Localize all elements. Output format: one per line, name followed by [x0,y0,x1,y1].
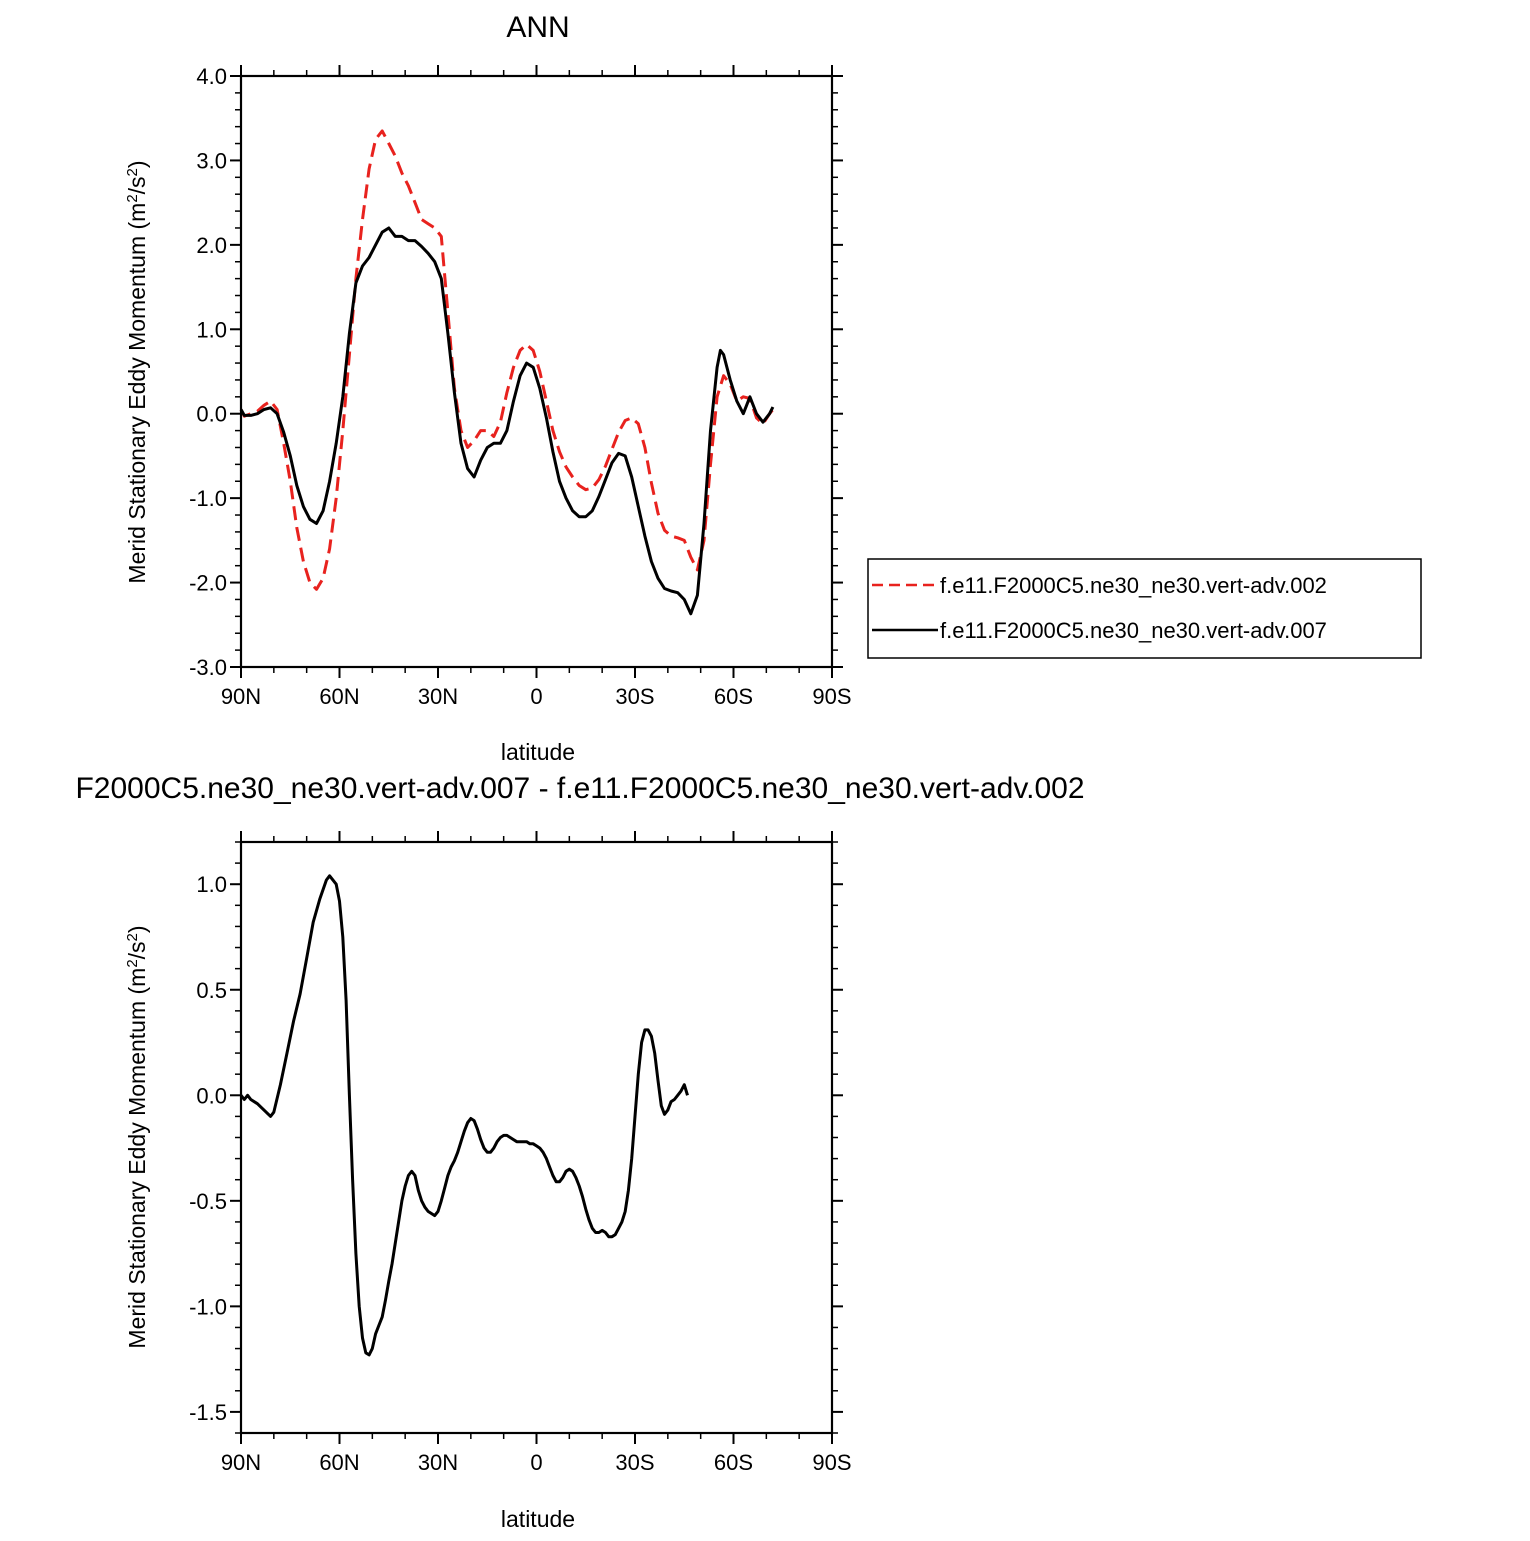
top-chart-x-tick-label: 90S [812,684,851,709]
top-chart-x-tick-label: 60S [714,684,753,709]
legend-box [867,558,1422,659]
bottom-chart-y-tick-label: 1.0 [196,872,227,897]
top-chart-y-unit-mid: /s [124,176,150,194]
bottom-chart-title: F2000C5.ne30_ne30.vert-adv.007 - f.e11.F… [75,772,1084,805]
bottom-chart-y-tick-label: -0.5 [189,1189,227,1214]
top-chart-ticks: 90N 60N 30N 0 30S 60S 90S 4.0 3.0 2.0 1.0 0.0 -1.0 -2… [189,64,852,709]
bottom-chart-x-tick-label: 30N [418,1450,458,1475]
bottom-chart-series-line-0 [239,874,689,1357]
svg-text:Merid Stationary Eddy Momentum: Merid Stationary Eddy Momentum (m2/s2) [124,160,151,583]
top-chart: ANN Merid Stationary Eddy Momentum (m2/s… [124,11,852,765]
top-chart-y-axis-label: Merid Stationary Eddy Momentum (m2/s2) [124,160,151,583]
bottom-chart: F2000C5.ne30_ne30.vert-adv.007 - f.e11.F… [75,772,1084,1532]
top-chart-y-tick-label: 3.0 [196,148,227,173]
bottom-chart-ticks: 90N 60N 30N 0 30S 60S 90S 1.0 0.5 0.0 -0.5 -1.0 -1.5 [189,831,852,1475]
bottom-chart-x-tick-label: 90N [221,1450,261,1475]
top-chart-legend: f.e11.F2000C5.ne30_ne30.vert-adv.002 f.e… [867,558,1422,659]
bottom-chart-y-unit-mid: /s [124,941,150,959]
bottom-chart-y-unit-end: ) [124,925,150,933]
bottom-chart-y-unit-sup1: 2 [124,959,141,967]
bottom-chart-y-axis-label-text: Merid Stationary Eddy Momentum (m [124,968,150,1349]
top-chart-y-unit-sup2: 2 [124,168,141,176]
top-chart-y-tick-label: -2.0 [189,571,227,596]
top-chart-x-tick-label: 0 [530,684,542,709]
top-chart-y-tick-label: 4.0 [196,64,227,89]
bottom-chart-x-tick-label: 60N [319,1450,359,1475]
top-chart-series-line-0 [239,129,775,591]
top-chart-y-tick-label: 0.0 [196,402,227,427]
top-chart-frame [239,74,834,669]
top-chart-y-tick-label: 1.0 [196,317,227,342]
top-chart-y-axis-label-text: Merid Stationary Eddy Momentum (m [124,203,150,584]
top-chart-series-line-1 [239,226,775,616]
bottom-chart-frame [239,840,834,1435]
bottom-chart-x-axis-label: latitude [501,1506,575,1532]
top-chart-x-axis-label: latitude [501,739,575,765]
bottom-chart-series [239,874,689,1357]
legend-label-002: f.e11.F2000C5.ne30_ne30.vert-adv.002 [940,573,1327,598]
top-chart-y-unit-sup1: 2 [124,194,141,202]
top-chart-x-tick-label: 60N [319,684,359,709]
bottom-chart-y-unit-sup2: 2 [124,933,141,941]
top-chart-series [239,129,775,616]
bottom-chart-x-tick-label: 0 [530,1450,542,1475]
bottom-chart-y-tick-label: 0.5 [196,978,227,1003]
bottom-chart-y-tick-label: -1.5 [189,1400,227,1425]
bottom-chart-x-tick-label: 90S [812,1450,851,1475]
top-chart-y-tick-label: -3.0 [189,655,227,680]
svg-text:Merid Stationary Eddy Momentum: Merid Stationary Eddy Momentum (m2/s2) [124,925,151,1348]
top-chart-title: ANN [506,11,569,44]
top-chart-y-unit-end: ) [124,160,150,168]
top-chart-x-tick-label: 30N [418,684,458,709]
top-chart-x-tick-label: 90N [221,684,261,709]
top-chart-y-tick-label: -1.0 [189,486,227,511]
bottom-chart-x-tick-label: 30S [615,1450,654,1475]
top-chart-x-tick-label: 30S [615,684,654,709]
bottom-chart-y-tick-label: 0.0 [196,1083,227,1108]
bottom-chart-y-tick-label: -1.0 [189,1294,227,1319]
top-chart-y-tick-label: 2.0 [196,233,227,258]
bottom-chart-x-tick-label: 60S [714,1450,753,1475]
bottom-chart-y-axis-label: Merid Stationary Eddy Momentum (m2/s2) [124,925,151,1348]
legend-label-007: f.e11.F2000C5.ne30_ne30.vert-adv.007 [940,618,1327,643]
